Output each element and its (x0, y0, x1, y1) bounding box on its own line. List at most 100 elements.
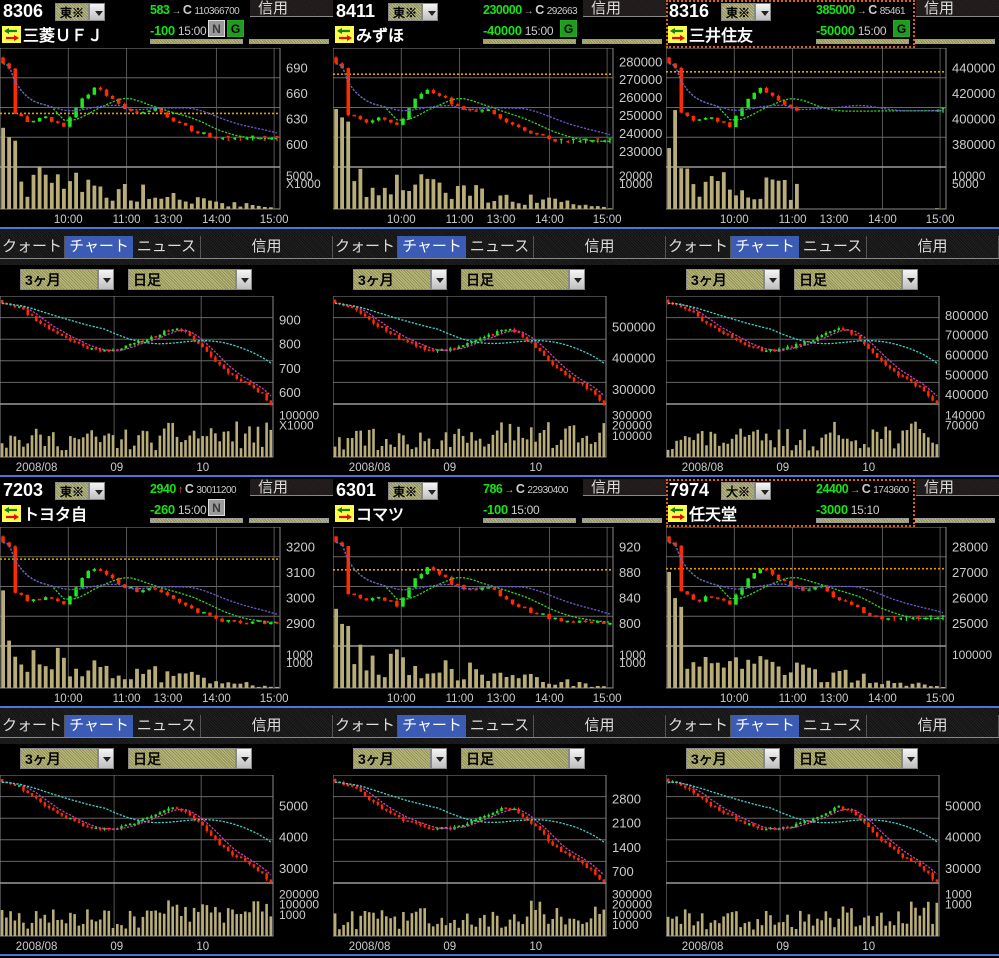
svg-text:100000: 100000 (612, 429, 652, 443)
svg-text:09: 09 (443, 462, 456, 474)
svg-text:4000: 4000 (279, 830, 308, 845)
svg-text:3200: 3200 (286, 540, 315, 555)
svg-text:630: 630 (286, 112, 308, 127)
svg-text:10: 10 (529, 941, 542, 953)
svg-text:13:00: 13:00 (154, 214, 183, 226)
svg-text:240000: 240000 (619, 126, 662, 141)
svg-text:920: 920 (619, 540, 641, 555)
svg-text:600000: 600000 (945, 347, 988, 362)
svg-text:690: 690 (286, 61, 308, 76)
svg-text:14:00: 14:00 (868, 693, 897, 705)
svg-text:1000: 1000 (619, 656, 646, 670)
svg-text:400000: 400000 (952, 112, 995, 127)
svg-text:1000: 1000 (612, 918, 639, 932)
svg-text:840: 840 (619, 591, 641, 606)
svg-text:10:00: 10:00 (387, 214, 416, 226)
svg-text:27000: 27000 (952, 565, 988, 580)
svg-text:500000: 500000 (612, 319, 655, 334)
svg-text:3000: 3000 (286, 591, 315, 606)
svg-text:26000: 26000 (952, 591, 988, 606)
svg-text:11:00: 11:00 (446, 693, 474, 705)
svg-text:50000: 50000 (945, 798, 981, 813)
svg-text:30000: 30000 (945, 861, 981, 876)
svg-text:2100: 2100 (612, 816, 641, 831)
svg-text:2008/08: 2008/08 (682, 941, 724, 953)
svg-text:13:00: 13:00 (487, 214, 516, 226)
svg-text:15:00: 15:00 (260, 693, 289, 705)
svg-text:11:00: 11:00 (113, 214, 141, 226)
svg-text:09: 09 (776, 941, 789, 953)
svg-text:10: 10 (862, 462, 875, 474)
svg-text:270000: 270000 (619, 72, 662, 87)
svg-text:09: 09 (776, 462, 789, 474)
svg-text:700: 700 (612, 864, 634, 879)
svg-text:400000: 400000 (612, 351, 655, 366)
svg-text:X1000: X1000 (286, 177, 321, 191)
svg-text:09: 09 (110, 941, 123, 953)
svg-text:600: 600 (279, 385, 301, 400)
svg-text:13:00: 13:00 (487, 693, 516, 705)
svg-text:3100: 3100 (286, 565, 315, 580)
svg-text:1000: 1000 (286, 656, 313, 670)
svg-text:10:00: 10:00 (54, 214, 83, 226)
svg-text:14:00: 14:00 (535, 693, 564, 705)
svg-text:15:00: 15:00 (593, 693, 622, 705)
svg-text:14:00: 14:00 (868, 214, 897, 226)
svg-text:13:00: 13:00 (820, 214, 849, 226)
svg-text:2008/08: 2008/08 (16, 462, 58, 474)
svg-text:300000: 300000 (612, 382, 655, 397)
svg-text:800: 800 (279, 337, 301, 352)
svg-text:100000: 100000 (952, 648, 992, 662)
svg-text:13:00: 13:00 (154, 693, 183, 705)
svg-text:10:00: 10:00 (720, 214, 749, 226)
svg-text:11:00: 11:00 (779, 214, 807, 226)
svg-text:260000: 260000 (619, 90, 662, 105)
svg-text:2800: 2800 (612, 791, 641, 806)
svg-text:X1000: X1000 (279, 419, 314, 433)
svg-text:280000: 280000 (619, 54, 662, 69)
svg-text:380000: 380000 (952, 137, 995, 152)
svg-text:2008/08: 2008/08 (16, 941, 58, 953)
svg-text:10:00: 10:00 (54, 693, 83, 705)
svg-text:420000: 420000 (952, 86, 995, 101)
svg-text:1000: 1000 (279, 908, 306, 922)
svg-text:800: 800 (619, 616, 641, 631)
svg-text:14:00: 14:00 (202, 693, 231, 705)
svg-text:2008/08: 2008/08 (349, 941, 391, 953)
svg-text:1400: 1400 (612, 840, 641, 855)
svg-text:250000: 250000 (619, 108, 662, 123)
svg-text:10:00: 10:00 (387, 693, 416, 705)
svg-text:700: 700 (279, 361, 301, 376)
svg-text:2008/08: 2008/08 (349, 462, 391, 474)
svg-text:10: 10 (529, 462, 542, 474)
svg-text:700000: 700000 (945, 328, 988, 343)
svg-text:800000: 800000 (945, 308, 988, 323)
svg-text:15:00: 15:00 (260, 214, 289, 226)
svg-text:660: 660 (286, 86, 308, 101)
svg-text:15:00: 15:00 (926, 693, 955, 705)
svg-text:28000: 28000 (952, 540, 988, 555)
svg-text:11:00: 11:00 (446, 214, 474, 226)
svg-text:11:00: 11:00 (779, 693, 807, 705)
svg-text:440000: 440000 (952, 61, 995, 76)
svg-text:1000: 1000 (945, 898, 972, 912)
svg-text:2008/08: 2008/08 (682, 462, 724, 474)
svg-text:5000: 5000 (952, 177, 979, 191)
svg-text:3000: 3000 (279, 861, 308, 876)
svg-text:2900: 2900 (286, 616, 315, 631)
svg-text:230000: 230000 (619, 144, 662, 159)
svg-text:10: 10 (862, 941, 875, 953)
svg-text:10:00: 10:00 (720, 693, 749, 705)
svg-text:10000: 10000 (619, 177, 653, 191)
svg-text:10: 10 (196, 462, 209, 474)
svg-text:11:00: 11:00 (113, 693, 141, 705)
svg-text:40000: 40000 (945, 830, 981, 845)
svg-text:09: 09 (443, 941, 456, 953)
svg-text:5000: 5000 (279, 798, 308, 813)
svg-text:13:00: 13:00 (820, 693, 849, 705)
svg-text:880: 880 (619, 565, 641, 580)
svg-text:500000: 500000 (945, 367, 988, 382)
svg-text:900: 900 (279, 312, 301, 327)
svg-text:400000: 400000 (945, 387, 988, 402)
svg-text:70000: 70000 (945, 419, 979, 433)
